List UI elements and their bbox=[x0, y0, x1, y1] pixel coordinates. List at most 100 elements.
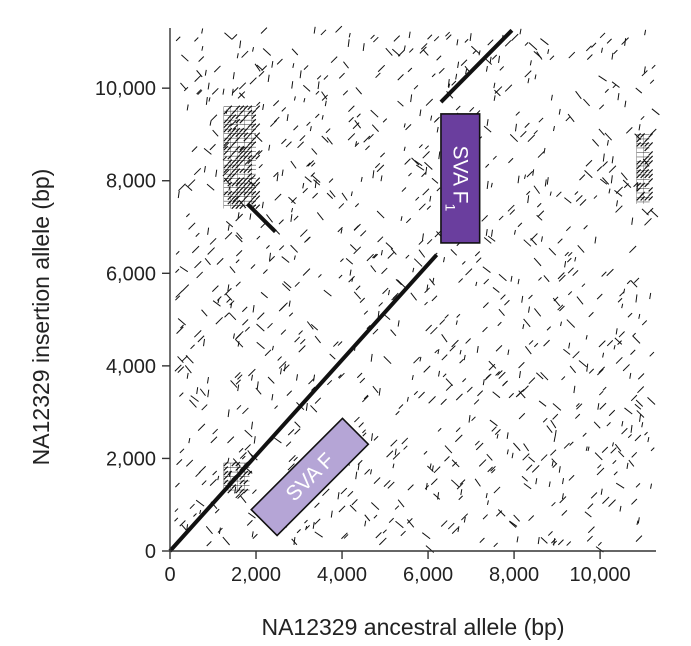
match-dot bbox=[191, 146, 198, 153]
match-dot bbox=[315, 90, 320, 95]
match-dot bbox=[509, 209, 516, 215]
match-dot bbox=[268, 255, 275, 262]
repeat-block-dot bbox=[239, 488, 245, 494]
match-dot bbox=[451, 80, 457, 86]
match-dot bbox=[455, 427, 461, 433]
annotation-boxes: SVA F SVA F1 bbox=[250, 113, 481, 537]
match-dot bbox=[238, 485, 243, 490]
match-dot bbox=[626, 462, 629, 469]
match-dot bbox=[442, 373, 447, 378]
match-dot bbox=[258, 70, 265, 77]
match-dot bbox=[186, 459, 194, 467]
match-dot bbox=[482, 302, 489, 309]
match-dot bbox=[491, 54, 498, 60]
match-dot bbox=[288, 196, 296, 205]
match-dot bbox=[598, 366, 605, 374]
match-dot bbox=[413, 390, 419, 396]
match-dot bbox=[525, 464, 533, 471]
match-dot bbox=[304, 236, 311, 243]
match-dot bbox=[347, 39, 350, 48]
x-tick-label: 6,000 bbox=[403, 564, 453, 586]
match-dot bbox=[422, 49, 429, 56]
match-dot bbox=[490, 182, 493, 188]
match-dot bbox=[630, 280, 638, 288]
match-dot bbox=[386, 450, 394, 458]
repeat-block-dot bbox=[243, 168, 249, 174]
annotation-rect bbox=[440, 113, 481, 244]
match-dot bbox=[205, 526, 213, 535]
match-dot bbox=[638, 313, 641, 319]
match-dot bbox=[582, 432, 587, 437]
match-dot bbox=[533, 130, 538, 135]
match-dot bbox=[424, 145, 429, 150]
match-dot bbox=[209, 478, 217, 487]
match-dot bbox=[276, 58, 283, 65]
match-dot bbox=[564, 260, 567, 268]
match-dot bbox=[293, 456, 298, 462]
repeat-block-dot bbox=[255, 177, 261, 183]
match-dot bbox=[199, 388, 206, 396]
match-dot bbox=[183, 86, 189, 92]
repeat-block-dot bbox=[239, 109, 245, 115]
match-dot bbox=[488, 360, 497, 369]
match-dot bbox=[643, 66, 646, 73]
match-dot bbox=[552, 403, 562, 411]
match-dot bbox=[557, 539, 564, 546]
match-dot bbox=[186, 104, 189, 111]
match-dot bbox=[548, 481, 551, 488]
match-dot bbox=[517, 222, 523, 228]
repeat-block-dot bbox=[243, 132, 249, 138]
match-dot bbox=[631, 217, 634, 225]
match-dot bbox=[362, 432, 367, 437]
match-dot bbox=[372, 385, 379, 394]
match-dot bbox=[290, 214, 293, 222]
match-dot bbox=[598, 390, 604, 396]
match-dot bbox=[495, 510, 503, 517]
match-dot bbox=[474, 440, 480, 446]
match-dot bbox=[211, 285, 219, 293]
repeat-block-dot bbox=[247, 181, 253, 187]
match-dot bbox=[574, 256, 577, 262]
repeat-block-dot bbox=[644, 142, 650, 147]
match-dot bbox=[422, 151, 430, 159]
match-dot bbox=[564, 251, 569, 257]
match-dot bbox=[513, 229, 516, 235]
match-dot bbox=[490, 229, 493, 237]
match-dot bbox=[397, 49, 405, 57]
match-dot bbox=[619, 505, 622, 512]
match-dot bbox=[421, 233, 424, 241]
match-dot bbox=[521, 295, 524, 303]
match-dot bbox=[207, 247, 215, 255]
match-dot bbox=[483, 237, 492, 244]
repeat-block-dot bbox=[239, 132, 245, 138]
match-dot bbox=[207, 82, 210, 90]
match-dot bbox=[305, 402, 308, 411]
match-dot bbox=[337, 226, 343, 233]
match-dot bbox=[478, 459, 487, 467]
match-dot bbox=[260, 27, 268, 34]
match-dot bbox=[390, 248, 397, 255]
match-dot bbox=[175, 482, 180, 488]
match-dot bbox=[387, 251, 395, 259]
match-dot bbox=[650, 483, 653, 489]
match-dot bbox=[270, 119, 278, 127]
match-dot bbox=[281, 169, 284, 177]
y-tick-label: 10,000 bbox=[95, 78, 156, 100]
match-dot bbox=[619, 291, 625, 297]
repeat-block-dot bbox=[239, 475, 245, 480]
match-dot bbox=[181, 355, 188, 362]
match-dot bbox=[198, 465, 207, 474]
match-dot bbox=[240, 495, 247, 504]
match-dot bbox=[239, 451, 247, 459]
match-dot bbox=[627, 312, 633, 318]
repeat-block-dot bbox=[636, 196, 642, 201]
repeat-block-dot bbox=[231, 114, 237, 120]
repeat-block-dot bbox=[247, 168, 253, 174]
match-dot bbox=[550, 419, 557, 429]
y-tick-label: 4,000 bbox=[106, 356, 156, 378]
repeat-block-dot bbox=[644, 173, 650, 179]
match-dot bbox=[647, 396, 656, 405]
match-dot bbox=[190, 395, 199, 402]
match-dot bbox=[413, 85, 419, 90]
repeat-block-dot bbox=[255, 204, 261, 210]
